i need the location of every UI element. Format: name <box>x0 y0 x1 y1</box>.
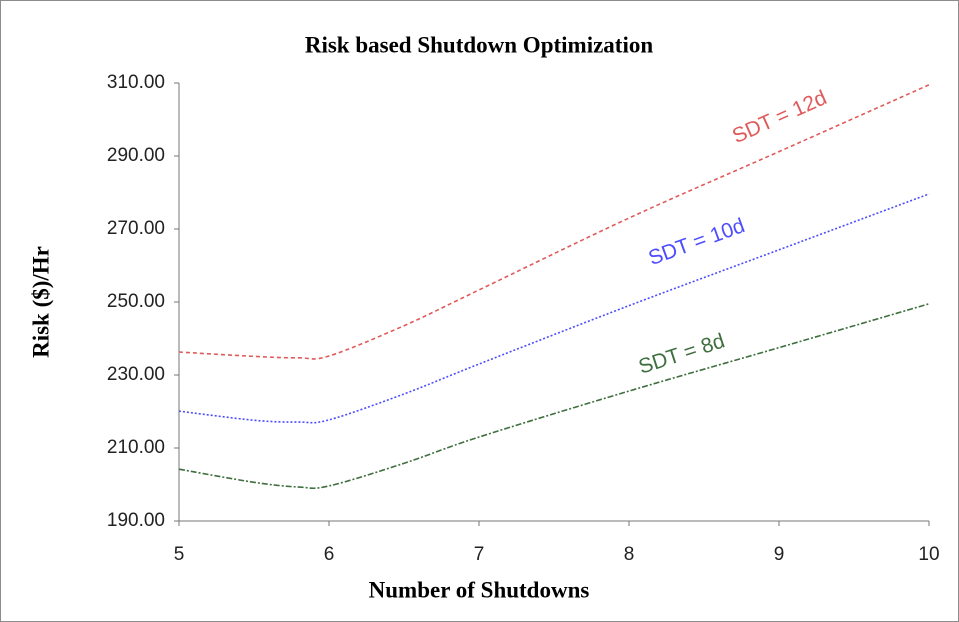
x-tick-label: 6 <box>324 544 335 565</box>
y-tick-label: 230.00 <box>107 364 165 385</box>
x-axis-label: Number of Shutdowns <box>369 577 590 602</box>
y-axis-label: Risk ($)/Hr <box>28 246 53 358</box>
y-tick-label: 190.00 <box>107 510 165 531</box>
y-tick-label: 290.00 <box>107 145 165 166</box>
x-tick-label: 7 <box>474 544 485 565</box>
y-tick-label: 310.00 <box>107 72 165 93</box>
y-tick-label: 250.00 <box>107 291 165 312</box>
x-tick-label: 9 <box>774 544 785 565</box>
series-line <box>178 303 930 490</box>
y-tick-label: 210.00 <box>107 437 165 458</box>
chart-title: Risk based Shutdown Optimization <box>305 32 653 57</box>
x-tick-label: 8 <box>624 544 635 565</box>
y-tick-label: 270.00 <box>107 218 165 239</box>
series-line <box>178 84 930 360</box>
x-tick-label: 10 <box>918 544 939 565</box>
x-tick-label: 5 <box>174 544 185 565</box>
